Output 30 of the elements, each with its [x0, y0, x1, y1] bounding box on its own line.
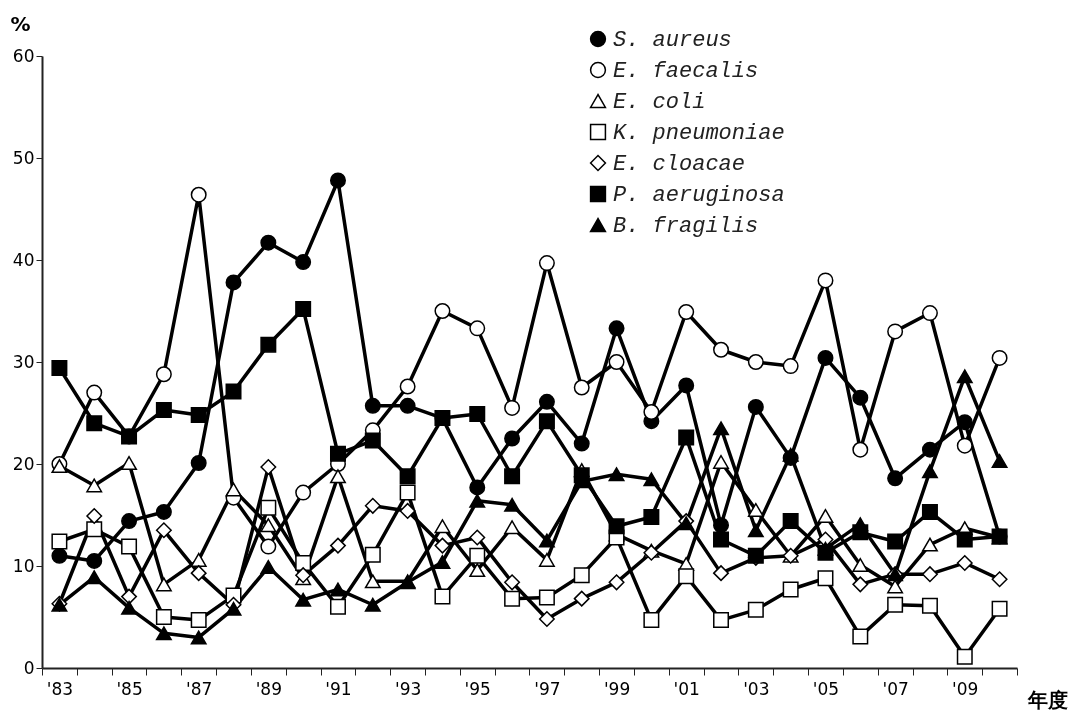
y-tick-label: 0: [23, 657, 35, 678]
x-tick-label: '83: [46, 678, 74, 699]
legend-label: E. coli: [613, 90, 706, 115]
legend-label: S. aureus: [613, 28, 732, 53]
y-tick-label: 20: [12, 453, 35, 474]
x-tick-label: '01: [673, 678, 700, 699]
x-tick-label: '05: [812, 678, 840, 699]
x-tick-label: '95: [464, 678, 491, 699]
x-tick-label: '03: [743, 678, 770, 699]
y-axis-title: %: [10, 11, 31, 36]
legend-label: K. pneumoniae: [613, 121, 785, 146]
x-tick-label: '07: [882, 678, 909, 699]
x-tick-label: '93: [394, 678, 422, 699]
y-tick-label: 40: [12, 249, 35, 270]
y-tick-label: 10: [12, 555, 35, 576]
legend-label: E. cloacae: [613, 152, 746, 177]
x-tick-label: '89: [255, 678, 282, 699]
legend-label: E. faecalis: [613, 59, 759, 84]
x-tick-label: '09: [952, 678, 979, 699]
x-tick-label: '85: [116, 678, 143, 699]
y-tick-label: 60: [12, 45, 35, 66]
y-tick-label: 50: [12, 147, 35, 168]
x-tick-label: '91: [325, 678, 352, 699]
y-tick-label: 30: [12, 351, 35, 372]
x-tick-label: '97: [534, 678, 561, 699]
x-tick-label: '87: [186, 678, 213, 699]
x-tick-label: '99: [603, 678, 631, 699]
x-axis-title: 年度: [1026, 687, 1068, 712]
legend-label: B. fragilis: [613, 214, 759, 239]
legend-label: P. aeruginosa: [613, 183, 785, 208]
